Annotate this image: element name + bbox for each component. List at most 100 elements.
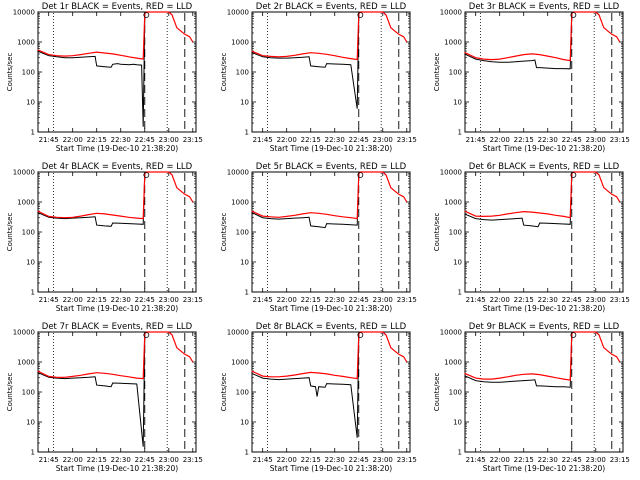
x-tick-label: 22:30 — [538, 296, 558, 304]
y-axis-label: Counts/sec — [433, 373, 441, 412]
panel-title: Det 5r BLACK = Events, RED = LLD — [256, 162, 407, 172]
y-tick-label: 10000 — [13, 169, 35, 177]
y-tick-label: 1 — [458, 129, 462, 137]
panel-title: Det 2r BLACK = Events, RED = LLD — [256, 2, 407, 12]
detector-panel: Det 2r BLACK = Events, RED = LLD 1 10 100 10… — [220, 2, 417, 153]
x-tick-label: 23:00 — [586, 456, 606, 464]
lld-series-line — [464, 331, 621, 381]
y-tick-label: 1000 — [231, 359, 249, 367]
x-tick-label: 23:15 — [397, 296, 417, 304]
y-axis-label: Counts/sec — [220, 53, 228, 92]
y-tick-label: 1 — [458, 449, 462, 457]
x-tick-label: 22:30 — [538, 456, 558, 464]
saturation-marker — [357, 172, 364, 178]
plot-frame — [251, 331, 411, 453]
lld-series-line — [37, 11, 194, 60]
x-tick-label: 22:15 — [514, 136, 534, 144]
y-tick-label: 1 — [245, 129, 249, 137]
y-axis-label: Counts/sec — [433, 213, 441, 252]
x-axis-label: Start Time (19-Dec-10 21:38:20) — [270, 144, 392, 153]
plot-frame — [37, 331, 197, 453]
x-tick-label: 22:00 — [63, 136, 83, 144]
x-tick-label: 22:00 — [490, 136, 510, 144]
y-tick-label: 1000 — [231, 199, 249, 207]
y-tick-label: 10 — [26, 259, 35, 267]
y-tick-label: 10000 — [227, 169, 249, 177]
x-tick-label: 23:15 — [610, 456, 630, 464]
plot-frame — [464, 331, 624, 453]
y-tick-label: 10 — [453, 99, 462, 107]
x-tick-label: 22:45 — [562, 136, 582, 144]
x-tick-label: 23:00 — [586, 136, 606, 144]
y-tick-label: 100 — [22, 69, 35, 77]
y-tick-label: 100 — [22, 229, 35, 237]
y-tick-label: 10 — [453, 259, 462, 267]
events-series-line — [464, 171, 620, 228]
y-tick-label: 1 — [31, 129, 35, 137]
x-tick-label: 23:00 — [373, 296, 393, 304]
x-tick-label: 22:00 — [277, 456, 297, 464]
x-tick-label: 22:45 — [135, 456, 155, 464]
x-tick-label: 23:15 — [610, 136, 630, 144]
saturation-marker — [357, 12, 364, 18]
panel-title: Det 6r BLACK = Events, RED = LLD — [469, 162, 620, 172]
y-tick-label: 10000 — [440, 329, 462, 337]
x-tick-label: 22:00 — [277, 136, 297, 144]
x-tick-label: 23:00 — [159, 456, 179, 464]
x-tick-label: 23:00 — [159, 296, 179, 304]
x-tick-label: 23:15 — [183, 456, 203, 464]
x-tick-label: 21:45 — [39, 296, 59, 304]
x-axis-label: Start Time (19-Dec-10 21:38:20) — [56, 144, 178, 153]
x-tick-label: 22:15 — [301, 296, 321, 304]
x-tick-label: 21:45 — [253, 296, 273, 304]
y-tick-label: 10000 — [227, 329, 249, 337]
y-tick-label: 100 — [22, 389, 35, 397]
y-tick-label: 100 — [236, 69, 249, 77]
x-axis-label: Start Time (19-Dec-10 21:38:20) — [56, 464, 178, 473]
plot-frame — [37, 11, 197, 133]
saturation-marker — [143, 172, 150, 178]
y-tick-label: 1000 — [17, 359, 35, 367]
y-tick-label: 1 — [245, 289, 249, 297]
plot-frame — [464, 11, 624, 133]
lld-series-line — [251, 11, 408, 61]
x-tick-label: 23:00 — [586, 296, 606, 304]
events-series-line — [251, 171, 407, 229]
x-tick-label: 22:45 — [135, 136, 155, 144]
detector-panel: Det 5r BLACK = Events, RED = LLD 1 10 100 10… — [220, 162, 417, 313]
x-tick-label: 22:30 — [111, 296, 131, 304]
x-tick-label: 22:15 — [514, 456, 534, 464]
y-tick-label: 10000 — [227, 9, 249, 17]
plot-frame — [251, 11, 411, 133]
x-tick-label: 22:30 — [325, 136, 345, 144]
y-tick-label: 1 — [458, 289, 462, 297]
y-tick-label: 10 — [26, 99, 35, 107]
saturation-marker — [570, 172, 577, 178]
x-tick-label: 22:30 — [325, 296, 345, 304]
events-series-line — [37, 171, 193, 227]
x-tick-label: 23:15 — [397, 456, 417, 464]
x-axis-label: Start Time (19-Dec-10 21:38:20) — [483, 304, 605, 313]
detector-panel: Det 6r BLACK = Events, RED = LLD 1 10 100 10… — [433, 162, 630, 313]
events-series-line — [37, 331, 193, 447]
x-tick-label: 23:00 — [159, 136, 179, 144]
x-tick-label: 22:45 — [562, 296, 582, 304]
detector-panel: Det 1r BLACK = Events, RED = LLD 1 10 100 10… — [6, 2, 203, 153]
y-tick-label: 10 — [453, 419, 462, 427]
y-tick-label: 10 — [26, 419, 35, 427]
lld-series-line — [464, 11, 621, 62]
x-tick-label: 21:45 — [39, 456, 59, 464]
x-tick-label: 22:45 — [562, 456, 582, 464]
x-axis-label: Start Time (19-Dec-10 21:38:20) — [56, 304, 178, 313]
x-tick-label: 22:15 — [87, 136, 107, 144]
x-tick-label: 22:30 — [538, 136, 558, 144]
y-tick-label: 1000 — [444, 199, 462, 207]
x-tick-label: 23:15 — [397, 136, 417, 144]
panel-title: Det 9r BLACK = Events, RED = LLD — [469, 322, 620, 332]
detector-panel: Det 9r BLACK = Events, RED = LLD 1 10 100 10… — [433, 322, 630, 473]
x-tick-label: 23:15 — [610, 296, 630, 304]
x-tick-label: 22:00 — [63, 456, 83, 464]
detector-panel: Det 7r BLACK = Events, RED = LLD 1 10 100 10… — [6, 322, 203, 473]
y-tick-label: 10 — [240, 259, 249, 267]
